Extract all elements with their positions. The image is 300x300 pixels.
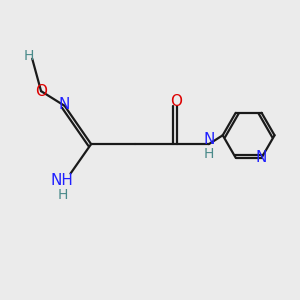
Text: N: N xyxy=(59,97,70,112)
Text: H: H xyxy=(24,49,34,63)
Text: NH: NH xyxy=(50,173,73,188)
Text: H: H xyxy=(204,147,214,161)
Text: O: O xyxy=(35,84,47,99)
Text: O: O xyxy=(170,94,182,109)
Text: N: N xyxy=(203,132,214,147)
Text: H: H xyxy=(58,188,68,202)
Text: N: N xyxy=(256,150,267,165)
